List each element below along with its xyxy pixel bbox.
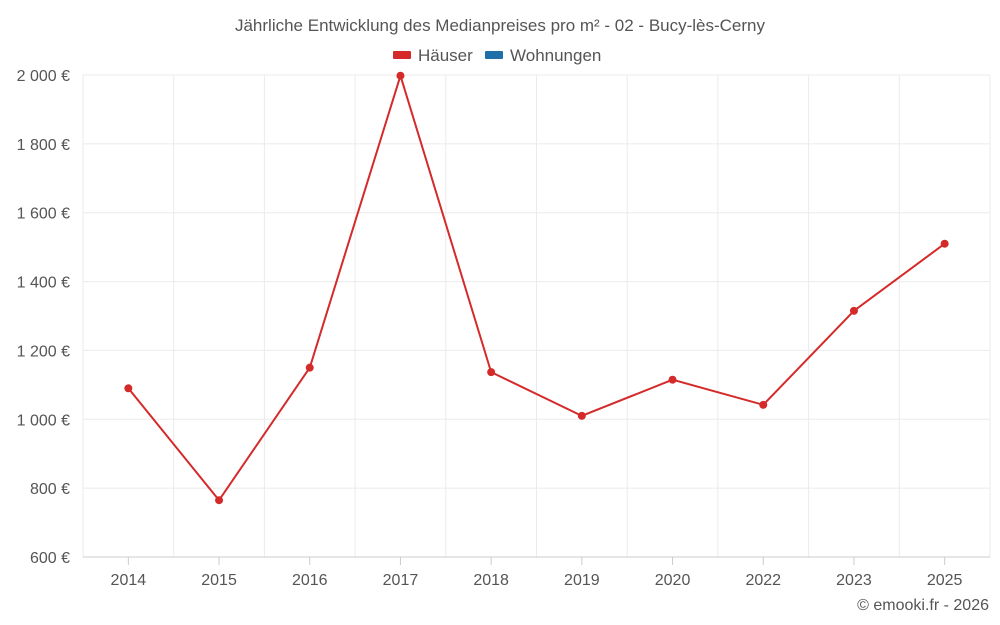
x-tick-label: 2019 (564, 572, 600, 589)
y-tick-label: 1 800 € (17, 137, 70, 154)
x-tick-label: 2020 (655, 572, 691, 589)
data-point[interactable] (396, 71, 405, 80)
legend-item-wohnungen[interactable]: Wohnungen (485, 46, 601, 65)
grid (82, 74, 991, 557)
y-tick-label: 2 000 € (17, 68, 70, 85)
x-tick-label: 2014 (111, 572, 147, 589)
legend: Häuser Wohnungen (393, 46, 601, 65)
x-tick-label: 2016 (292, 572, 328, 589)
series-line-0 (127, 74, 946, 502)
x-tick-label: 2017 (383, 572, 419, 589)
x-tick-label: 2022 (745, 572, 781, 589)
y-tick-label: 1 400 € (17, 275, 70, 292)
credit: © emooki.fr - 2026 (857, 597, 989, 614)
y-tick-label: 600 € (30, 550, 70, 567)
data-point[interactable] (305, 363, 314, 372)
x-tick-label: 2015 (201, 572, 237, 589)
legend-item-hauser[interactable]: Häuser (393, 46, 473, 65)
data-point[interactable] (849, 306, 858, 315)
chart-title: Jährliche Entwicklung des Medianpreises … (235, 16, 766, 35)
data-point[interactable] (759, 400, 768, 409)
legend-swatch-wohnungen (485, 51, 503, 59)
data-point[interactable] (124, 384, 133, 393)
data-point[interactable] (215, 496, 224, 505)
y-tick-label: 1 000 € (17, 412, 70, 429)
legend-label-hauser: Häuser (418, 46, 473, 65)
y-tick-label: 1 200 € (17, 343, 70, 360)
x-tick-label: 2023 (836, 572, 872, 589)
y-tick-label: 1 600 € (17, 206, 70, 223)
legend-label-wohnungen: Wohnungen (510, 46, 601, 65)
x-tick-label: 2018 (473, 572, 509, 589)
data-point[interactable] (668, 375, 677, 384)
data-point[interactable] (487, 368, 496, 377)
legend-swatch-hauser (393, 51, 411, 59)
series-hauser (124, 71, 949, 505)
x-tick-label: 2025 (927, 572, 963, 589)
axes: 600 € 800 € 1 000 € 1 200 € 1 400 € 1 600 € 1 … (17, 68, 990, 589)
data-point[interactable] (577, 411, 586, 420)
data-point[interactable] (940, 239, 949, 248)
y-tick-label: 800 € (30, 481, 70, 498)
